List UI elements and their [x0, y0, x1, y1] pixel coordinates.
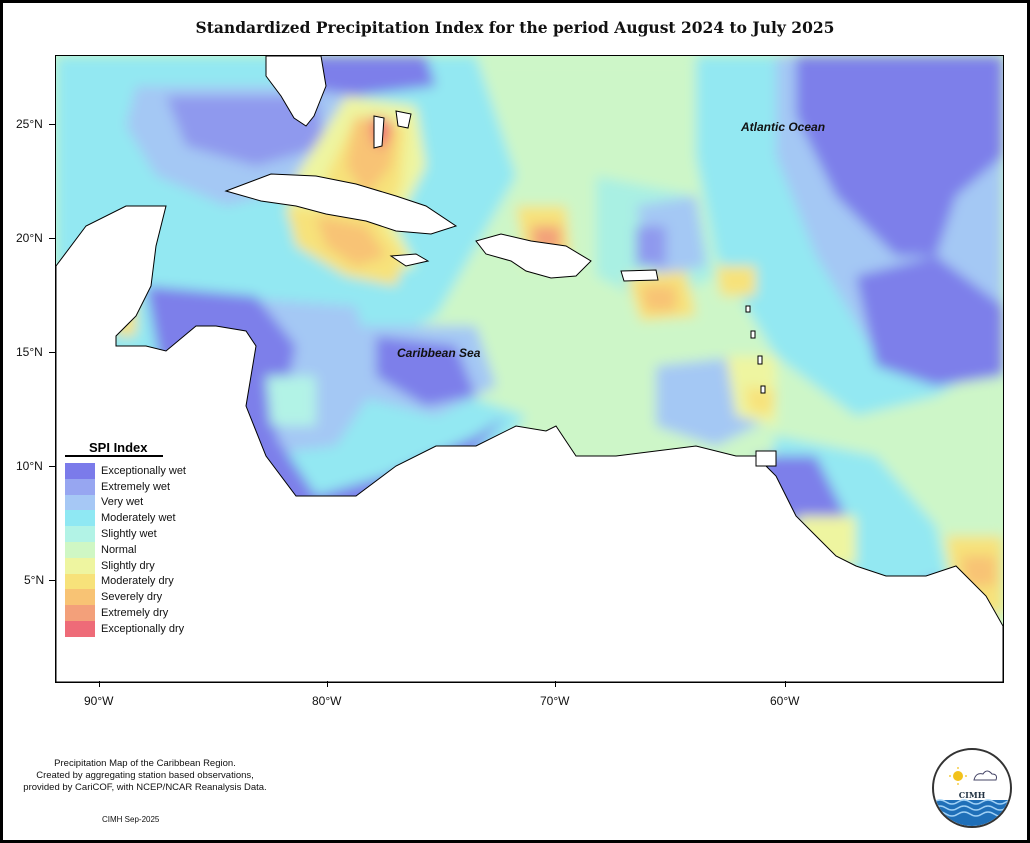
legend-item: Exceptionally wet: [65, 463, 195, 479]
legend-label: Exceptionally wet: [101, 464, 186, 477]
x-tick-mark: [785, 681, 786, 687]
cimh-logo: CIMH: [932, 748, 1012, 828]
legend-items: Exceptionally wet Extremely wet Very wet Mo…: [65, 463, 195, 637]
legend-item: Normal: [65, 541, 195, 558]
y-tick-mark: [49, 124, 55, 125]
x-tick-label: 70°W: [540, 694, 570, 708]
cimh-logo-graphic: [934, 767, 1010, 826]
y-tick-label: 15°N: [16, 345, 43, 359]
legend-label: Severely dry: [101, 591, 163, 604]
legend-label: Extremely wet: [101, 480, 171, 493]
legend-label: Exceptionally dry: [101, 622, 185, 635]
y-tick-label: 10°N: [16, 459, 43, 473]
map-title: Standardized Precipitation Index for the…: [195, 18, 835, 37]
caribbean-sea-label: Caribbean Sea: [397, 346, 481, 360]
x-tick-mark: [327, 681, 328, 687]
footnote-line: Precipitation Map of the Caribbean Regio…: [54, 758, 236, 769]
legend-swatch: [65, 478, 95, 495]
legend-label: Moderately dry: [101, 575, 174, 588]
cloud-icon: [973, 770, 997, 781]
y-tick-label: 20°N: [16, 231, 43, 245]
y-tick-mark: [49, 466, 55, 467]
legend-item: Very wet: [65, 494, 195, 511]
legend-item: Exceptionally dry: [65, 620, 195, 637]
y-tick-label: 5°N: [24, 573, 45, 587]
legend-swatch: [65, 557, 95, 574]
datestamp: CIMH Sep-2025: [102, 815, 160, 824]
legend-title: SPI Index: [65, 440, 163, 457]
legend-swatch: [65, 541, 95, 558]
x-tick-label: 60°W: [770, 694, 800, 708]
x-tick-label: 80°W: [312, 694, 342, 708]
x-tick-mark: [99, 681, 100, 687]
x-tick-mark: [555, 681, 556, 687]
spi-map: Atlantic Ocean Caribbean Sea: [55, 55, 1004, 683]
legend-swatch: [65, 589, 95, 606]
spi-contour-layer: [56, 56, 1003, 682]
legend-label: Moderately wet: [101, 512, 176, 525]
legend-swatch: [65, 573, 95, 590]
logo-abbrev: CIMH: [958, 790, 986, 800]
legend-swatch: [65, 463, 95, 479]
legend-label: Very wet: [101, 496, 144, 509]
legend-label: Normal: [101, 543, 137, 556]
legend-item: Slightly dry: [65, 557, 195, 574]
y-tick-mark: [49, 238, 55, 239]
legend-swatch: [65, 620, 95, 637]
legend-label: Slightly dry: [101, 559, 155, 572]
legend-swatch: [65, 526, 95, 542]
footnote: Precipitation Map of the Caribbean Regio…: [0, 758, 290, 794]
legend-swatch: [65, 510, 95, 527]
legend-item: Extremely wet: [65, 478, 195, 495]
footnote-line: provided by CariCOF, with NCEP/NCAR Rean…: [23, 782, 267, 793]
sun-icon: [953, 771, 963, 781]
legend-swatch: [65, 494, 95, 511]
legend-item: Extremely dry: [65, 605, 195, 621]
y-tick-mark: [49, 580, 55, 581]
legend-item: Severely dry: [65, 589, 195, 606]
legend-item: Moderately dry: [65, 573, 195, 590]
legend-item: Moderately wet: [65, 510, 195, 527]
footnote-line: Created by aggregating station based obs…: [36, 770, 254, 781]
y-tick-mark: [49, 352, 55, 353]
legend-item: Slightly wet: [65, 526, 195, 542]
atlantic-ocean-label: Atlantic Ocean: [741, 120, 826, 134]
legend-label: Slightly wet: [101, 528, 157, 541]
legend-swatch: [65, 605, 95, 621]
x-tick-label: 90°W: [84, 694, 114, 708]
spi-legend: SPI Index Exceptionally wet Extremely wet…: [65, 440, 195, 637]
legend-label: Extremely dry: [101, 607, 169, 620]
y-tick-label: 25°N: [16, 117, 43, 131]
